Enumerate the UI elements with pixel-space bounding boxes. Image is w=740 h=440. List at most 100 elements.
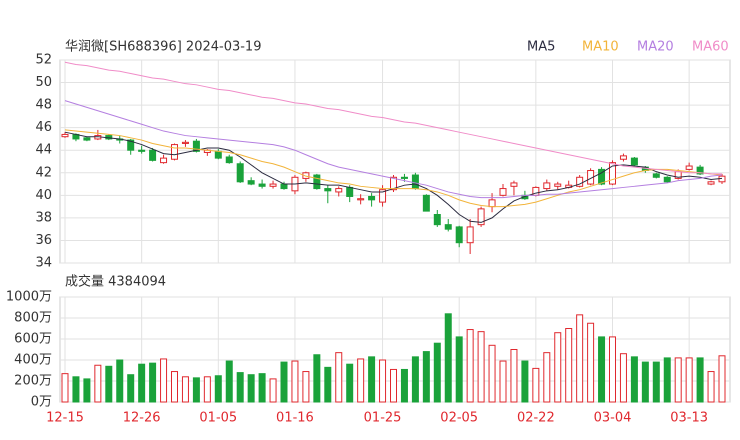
volume-bar: [247, 374, 255, 403]
volume-bar: [641, 361, 649, 403]
candle-body: [554, 183, 562, 187]
volume-bar: [466, 329, 474, 403]
x-tick-label: 03-13: [670, 411, 708, 426]
candle-body: [280, 183, 288, 190]
legend-entry: MA5: [527, 40, 555, 55]
candle-body: [335, 188, 343, 193]
volume-tick-label: 1000万: [6, 290, 52, 305]
volume-bar: [291, 360, 299, 403]
volume-bar: [116, 359, 124, 403]
volume-bar: [499, 360, 507, 403]
volume-bar: [72, 376, 80, 403]
volume-bar: [127, 374, 135, 403]
legend-entry: MA20: [637, 40, 674, 55]
volume-bar: [444, 313, 452, 403]
volume-bar: [83, 378, 91, 403]
candle-body: [236, 163, 244, 183]
ma-line: [64, 61, 722, 175]
volume-tick-label: 0万: [31, 395, 52, 410]
candle-body: [455, 226, 463, 244]
candle-body: [127, 139, 135, 151]
volume-tick-label: 800万: [14, 311, 52, 326]
candle-body: [247, 180, 255, 185]
candle-body: [171, 144, 178, 160]
volume-bar: [324, 366, 332, 403]
y-tick-label: 48: [35, 98, 52, 113]
candle-body: [192, 140, 200, 152]
candle-body: [652, 173, 660, 178]
x-tick-label: 02-22: [517, 411, 555, 426]
volume-bar: [707, 371, 715, 403]
candle-body: [324, 188, 332, 192]
y-tick-label: 36: [35, 233, 52, 248]
candle-body: [225, 156, 233, 164]
candle-body: [83, 137, 91, 141]
volume-bar: [510, 349, 518, 403]
volume-bar: [149, 362, 157, 403]
y-tick-label: 50: [35, 75, 52, 90]
volume-bar: [379, 359, 387, 403]
volume-bar: [368, 356, 376, 403]
volume-bar: [674, 357, 682, 403]
volume-bar: [94, 364, 102, 403]
volume-bar: [587, 322, 595, 403]
candle-body: [685, 165, 693, 170]
ma-line: [64, 129, 723, 208]
y-tick-label: 34: [35, 256, 52, 271]
volume-bar: [357, 358, 365, 403]
volume-bar: [532, 367, 540, 403]
candle-body: [598, 168, 606, 185]
candle-body: [214, 150, 222, 159]
candle-body: [696, 166, 704, 175]
candle-body: [400, 176, 408, 179]
volume-bar: [171, 371, 178, 403]
volume-bar: [192, 377, 200, 403]
volume-bar: [400, 368, 408, 403]
candle-body: [630, 157, 638, 166]
candle-body: [609, 162, 616, 185]
volume-bar: [411, 356, 419, 403]
candle-body: [258, 183, 266, 187]
volume-bar: [630, 356, 638, 403]
volume-bar: [554, 332, 562, 403]
volume-bar: [390, 368, 397, 403]
x-tick-label: 12-15: [46, 411, 84, 426]
volume-bar: [543, 352, 551, 403]
volume-tick-label: 200万: [14, 374, 52, 389]
candle-body: [160, 157, 168, 164]
volume-bar: [181, 376, 189, 403]
candle-body: [466, 226, 474, 244]
y-tick-label: 52: [35, 53, 52, 68]
volume-bar: [214, 375, 222, 403]
legend-entry: MA10: [582, 40, 619, 55]
volume-bar: [258, 373, 266, 403]
volume-bar: [203, 376, 211, 403]
volume-bar: [225, 360, 233, 403]
volume-bar: [477, 331, 485, 403]
candle-body: [576, 176, 584, 187]
candle-body: [302, 172, 310, 179]
volume-bar: [521, 360, 529, 403]
volume-bar: [685, 357, 693, 403]
candle-body: [488, 199, 496, 208]
volume-bar: [302, 371, 310, 403]
volume-bar: [105, 365, 113, 403]
candle-body: [619, 155, 627, 160]
candle-body: [269, 183, 277, 187]
candle-body: [379, 189, 387, 203]
volume-bar: [335, 352, 343, 403]
volume-bar: [236, 372, 244, 403]
candle-body: [433, 214, 441, 226]
candle-body: [411, 174, 419, 190]
chart-title: 华润微[SH688396] 2024-03-19: [65, 40, 261, 55]
x-tick-label: 01-16: [276, 411, 314, 426]
volume-bar: [652, 361, 660, 403]
candle-body: [149, 149, 157, 161]
candle-body: [543, 182, 551, 190]
candle-body: [368, 195, 376, 201]
volume-bar: [455, 336, 463, 403]
volume-bar: [138, 363, 146, 403]
volume-bar: [565, 328, 573, 403]
y-tick-label: 46: [35, 120, 52, 135]
